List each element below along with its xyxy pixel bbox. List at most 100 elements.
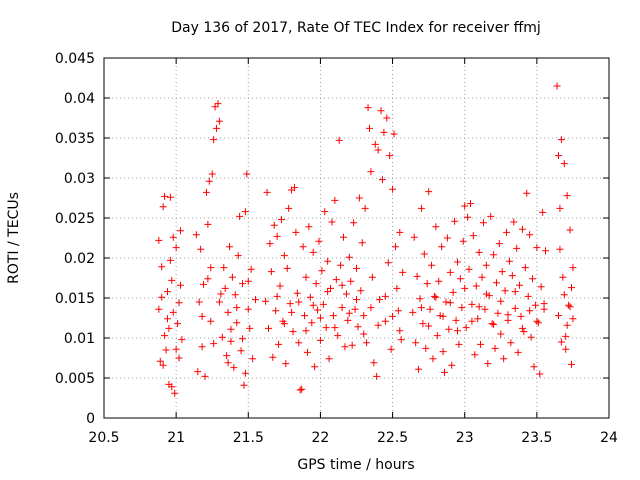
data-point (500, 355, 508, 363)
data-point (517, 312, 525, 320)
data-point (305, 223, 313, 231)
data-point (454, 258, 461, 266)
data-point (166, 193, 174, 201)
data-point (530, 363, 538, 371)
data-point (462, 324, 470, 332)
data-point (485, 292, 493, 300)
data-point (267, 268, 275, 276)
data-point (461, 202, 469, 210)
data-point (498, 268, 506, 276)
data-point (233, 319, 241, 327)
data-point (555, 152, 562, 160)
data-point (214, 100, 222, 108)
data-point (158, 263, 166, 271)
data-point (386, 152, 394, 160)
data-point (345, 253, 353, 261)
data-point (426, 305, 434, 313)
data-point (439, 348, 447, 356)
data-point (194, 368, 202, 376)
data-point (458, 304, 466, 312)
data-point (156, 357, 164, 365)
data-point (293, 289, 301, 297)
data-point (273, 292, 281, 300)
data-point (373, 372, 381, 380)
data-point (396, 327, 404, 335)
data-point (264, 324, 272, 332)
data-point (215, 298, 223, 306)
data-point (488, 320, 496, 328)
data-point (422, 344, 430, 352)
data-point (562, 332, 570, 340)
data-point (374, 146, 382, 154)
data-point (270, 221, 278, 229)
data-point (529, 275, 537, 283)
data-point (389, 312, 397, 320)
data-point (163, 315, 171, 323)
y-tick-label: 0.03 (64, 171, 95, 187)
data-point (299, 243, 307, 251)
data-point (461, 284, 469, 292)
data-point (168, 276, 176, 284)
x-tick-label: 23.5 (521, 430, 552, 446)
data-point (557, 136, 565, 144)
data-point (534, 319, 542, 327)
data-point (448, 361, 456, 369)
data-point (383, 114, 391, 122)
data-point (445, 325, 453, 333)
data-point (223, 352, 231, 360)
data-point (381, 292, 389, 300)
data-point (175, 354, 183, 362)
data-point (308, 319, 316, 327)
data-point (314, 306, 322, 314)
data-point (220, 264, 228, 272)
data-point (507, 339, 515, 347)
data-point (378, 176, 386, 184)
data-point (324, 257, 332, 265)
data-point (335, 136, 343, 144)
data-point (510, 218, 518, 226)
data-point (221, 284, 229, 292)
data-point (239, 335, 247, 343)
data-point (556, 245, 564, 253)
data-point (389, 185, 397, 193)
data-point (338, 281, 346, 289)
data-point (309, 248, 317, 256)
data-point (318, 267, 326, 275)
data-point (423, 280, 431, 288)
data-point (269, 353, 277, 361)
data-point (227, 337, 235, 345)
data-point (381, 317, 389, 325)
data-point (172, 345, 180, 353)
data-point (526, 307, 534, 315)
data-point (301, 312, 309, 320)
data-point (241, 369, 249, 377)
data-point (439, 312, 447, 320)
chart-title: Day 136 of 2017, Rate Of TEC Index for r… (171, 20, 541, 36)
data-point (501, 287, 509, 295)
data-point (237, 347, 245, 355)
data-point (394, 307, 402, 315)
data-point (215, 117, 223, 125)
plot-frame (103, 57, 610, 419)
data-point (464, 213, 472, 221)
data-point (302, 327, 310, 335)
data-point (365, 124, 373, 132)
data-point (202, 188, 210, 196)
data-point (210, 136, 218, 144)
data-point (295, 339, 303, 347)
data-point (275, 340, 283, 348)
data-point (280, 252, 288, 260)
data-point (511, 288, 519, 296)
data-point (428, 261, 436, 269)
data-point (527, 333, 535, 341)
data-point (329, 312, 337, 320)
data-point (469, 232, 477, 240)
data-point (565, 301, 573, 309)
data-point (425, 188, 433, 196)
data-point (539, 208, 547, 216)
data-point (306, 293, 314, 301)
x-tick-label: 21 (167, 430, 185, 446)
data-point (376, 296, 384, 304)
y-tick-label: 0.035 (55, 131, 95, 147)
